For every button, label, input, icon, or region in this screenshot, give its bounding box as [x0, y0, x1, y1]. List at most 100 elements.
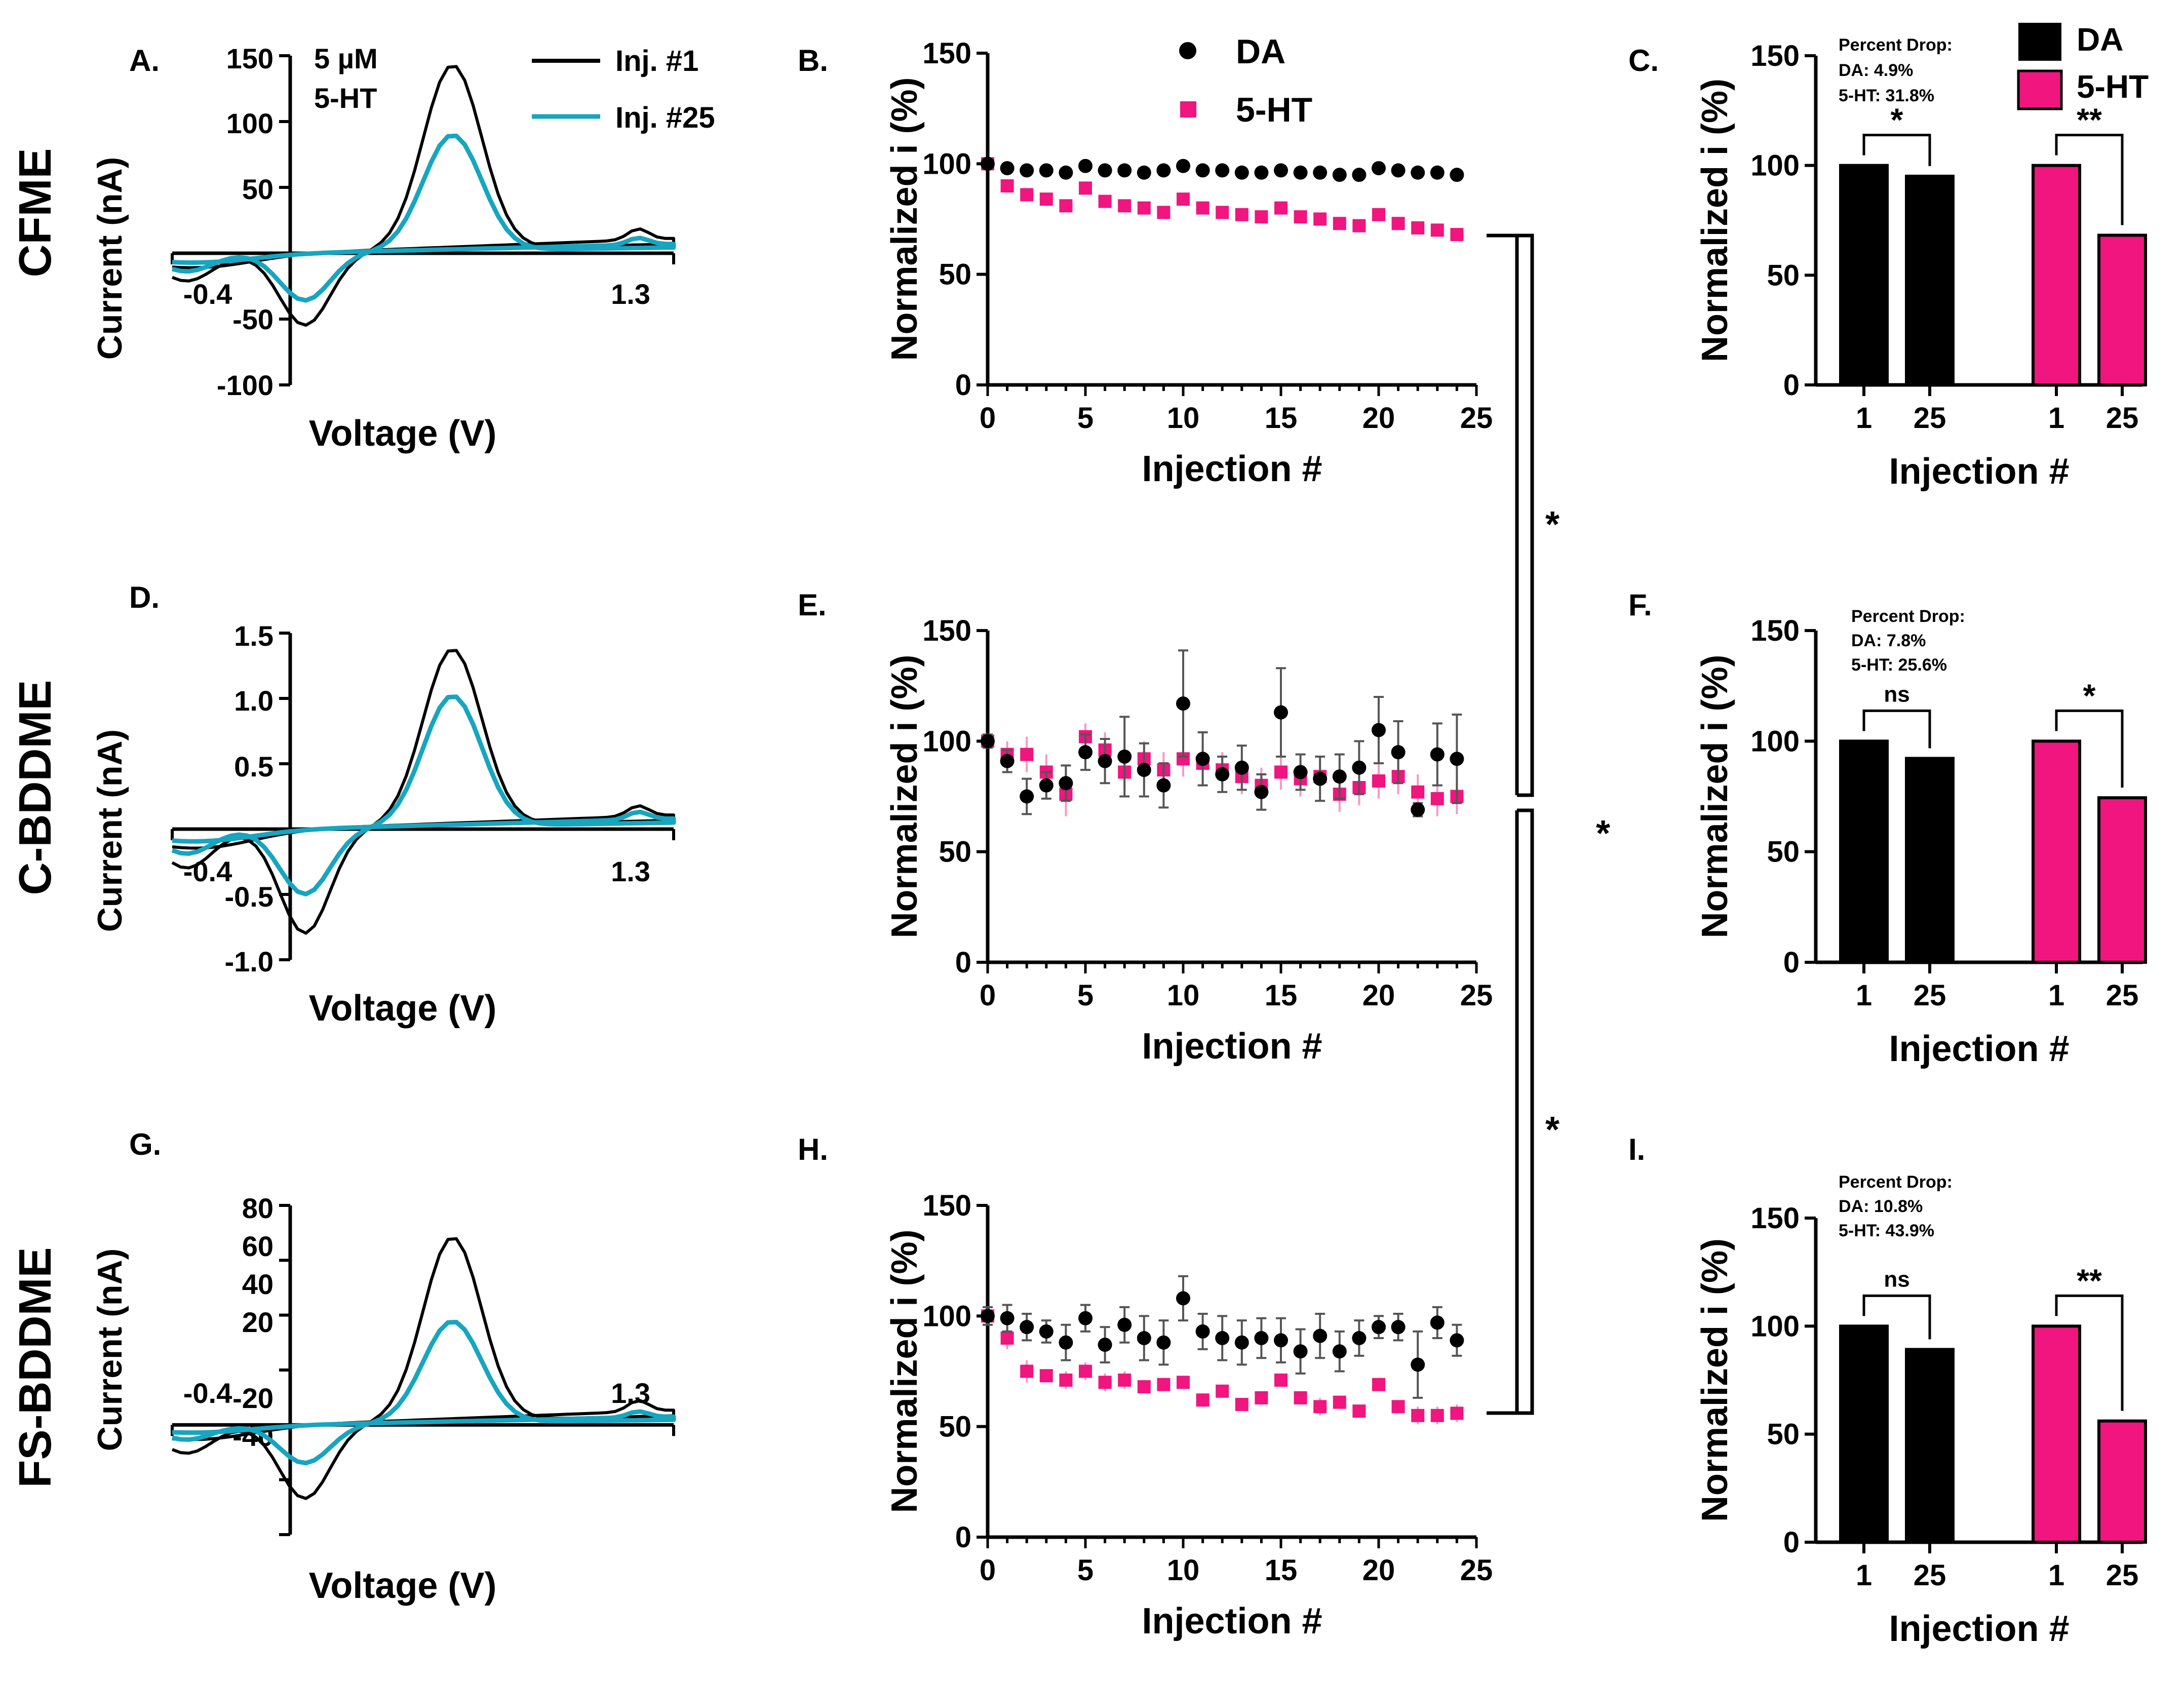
data-point-da: [1156, 778, 1171, 793]
data-point-5ht: [1196, 201, 1210, 215]
data-point-5ht: [1450, 1406, 1464, 1420]
significance-bracket: [2055, 1294, 2124, 1411]
significance-bracket: [2055, 709, 2124, 788]
data-point-5ht: [1216, 1384, 1229, 1398]
bar-da: [1839, 739, 1889, 964]
data-point-da: [1117, 163, 1132, 178]
data-point-5ht: [1372, 1378, 1385, 1391]
data-point-5ht: [1430, 1409, 1444, 1422]
data-point-da: [1137, 763, 1151, 777]
y-tick-label: 50: [1767, 836, 1800, 869]
x-tick-label: 5: [1077, 1554, 1094, 1587]
data-point-da: [1313, 771, 1328, 786]
y-tick-label: 60: [242, 1230, 274, 1262]
data-point-5ht: [1411, 785, 1425, 799]
x-axis-title: Injection #: [1889, 451, 2069, 492]
x-axis-title: Voltage (V): [309, 1566, 497, 1606]
data-point-da: [1313, 1328, 1328, 1343]
data-point-da: [1195, 163, 1210, 178]
data-point-da: [1450, 1333, 1464, 1348]
percent-drop-da: DA: 10.8%: [1839, 1197, 1923, 1216]
data-point-da: [1234, 1335, 1249, 1350]
y-tick-label: 100: [922, 1300, 971, 1333]
percent-drop-da: DA: 7.8%: [1851, 631, 1926, 650]
panel-letter: C.: [1628, 44, 1659, 77]
x-tick-label: 15: [1265, 1554, 1298, 1587]
x-axis-title: Injection #: [1889, 1609, 2069, 1649]
percent-drop-5ht: 5-HT: 43.9%: [1839, 1221, 1934, 1240]
injection-plot: 0 50 100 150 0 5 10 15 20 25 Injection # Normalized…: [884, 37, 1493, 489]
legend-analyte: 5-HT: [314, 82, 377, 114]
y-axis-title: Current (nA): [91, 157, 129, 360]
data-point-5ht: [1157, 206, 1171, 219]
x-tick-label: 25: [1460, 1554, 1493, 1587]
legend-label-da: DA: [2077, 21, 2123, 58]
percent-drop-title: Percent Drop:: [1839, 35, 1953, 55]
data-point-da: [1215, 163, 1230, 178]
x-tick-label: 25: [2106, 402, 2139, 435]
bar-plot: 0 50 100 150 Normalized i (%) 1 25 1 25 Injection…: [1695, 23, 2147, 492]
panel-i: I. Percent Drop: DA: 10.8% 5-HT: 43.9%: [1628, 1132, 1953, 1240]
y-tick-label: 100: [922, 725, 971, 758]
y-axis-title: Normalized i (%): [1695, 1238, 1735, 1522]
y-tick-label: 0: [955, 369, 971, 402]
panel-f: F. Percent Drop: DA: 7.8% 5-HT: 25.6%: [1628, 588, 1965, 675]
data-point-5ht: [1039, 192, 1053, 206]
data-point-5ht: [1255, 1391, 1268, 1404]
data-point-da: [1352, 168, 1367, 182]
data-point-da: [1059, 1335, 1073, 1350]
data-point-da: [1137, 1331, 1151, 1345]
y-axis-title: Normalized i (%): [884, 77, 925, 361]
data-point-da: [1078, 745, 1093, 760]
x-tick-label: 25: [1914, 1559, 1946, 1592]
x-tick-label: 20: [1362, 979, 1395, 1012]
legend-swatch-5ht: [2017, 69, 2063, 110]
data-point-5ht: [1313, 1400, 1327, 1414]
y-tick-label: 50: [939, 258, 971, 291]
data-point-5ht: [1352, 1404, 1366, 1418]
bracket-inner-bottom: [1487, 810, 1519, 1415]
bar-da: [1839, 1324, 1889, 1544]
data-point-da: [1176, 1291, 1190, 1306]
data-point-da: [1039, 163, 1054, 178]
bar-5ht: [2097, 796, 2147, 964]
data-point-5ht: [1098, 194, 1112, 208]
percent-drop-title: Percent Drop:: [1839, 1172, 1953, 1192]
data-point-da: [1352, 760, 1367, 775]
x-tick-label: 25: [1914, 402, 1946, 435]
significance-label: ns: [1884, 1267, 1909, 1292]
data-point-da: [1411, 165, 1425, 180]
cv-plot: [171, 1204, 676, 1536]
bar-5ht: [2097, 233, 2147, 386]
legend-marker-da: [1179, 42, 1196, 59]
data-point-5ht: [1372, 774, 1385, 788]
data-point-da: [1430, 1315, 1445, 1330]
y-axis-title: Normalized i (%): [1695, 654, 1735, 938]
x-tick-label: 1: [2048, 402, 2064, 435]
data-point-5ht: [1235, 208, 1249, 221]
data-point-da: [981, 1309, 995, 1323]
panel-e: E.: [798, 588, 827, 622]
data-point-5ht: [1098, 1376, 1112, 1389]
y-tick-label: 150: [1750, 614, 1800, 647]
data-point-5ht: [1430, 223, 1444, 237]
sig-top: *: [1545, 504, 1559, 545]
y-tick-label: 150: [1750, 40, 1800, 72]
x-tick-label: 5: [1077, 402, 1094, 435]
x-tick-label: 1: [1856, 402, 1872, 435]
significance-label: **: [2077, 1262, 2102, 1299]
x-tick-label: 20: [1362, 402, 1395, 435]
data-point-da: [1411, 1357, 1425, 1372]
row-label-c-bddme: C-BDDME: [10, 680, 61, 895]
data-point-5ht: [1196, 1393, 1210, 1407]
y-tick-label: 100: [1750, 149, 1800, 182]
panel-letter: G.: [129, 1127, 161, 1161]
panel-letter: H.: [798, 1132, 828, 1166]
y-tick-label: 0: [1783, 1526, 1800, 1559]
y-axis-title: Normalized i (%): [884, 1229, 925, 1513]
legend-label-5ht: 5-HT: [2077, 68, 2149, 105]
cv-curve-inj25: [171, 133, 676, 303]
panel-letter: I.: [1628, 1132, 1645, 1166]
data-point-da: [1117, 749, 1132, 764]
data-point-da: [1234, 760, 1249, 775]
